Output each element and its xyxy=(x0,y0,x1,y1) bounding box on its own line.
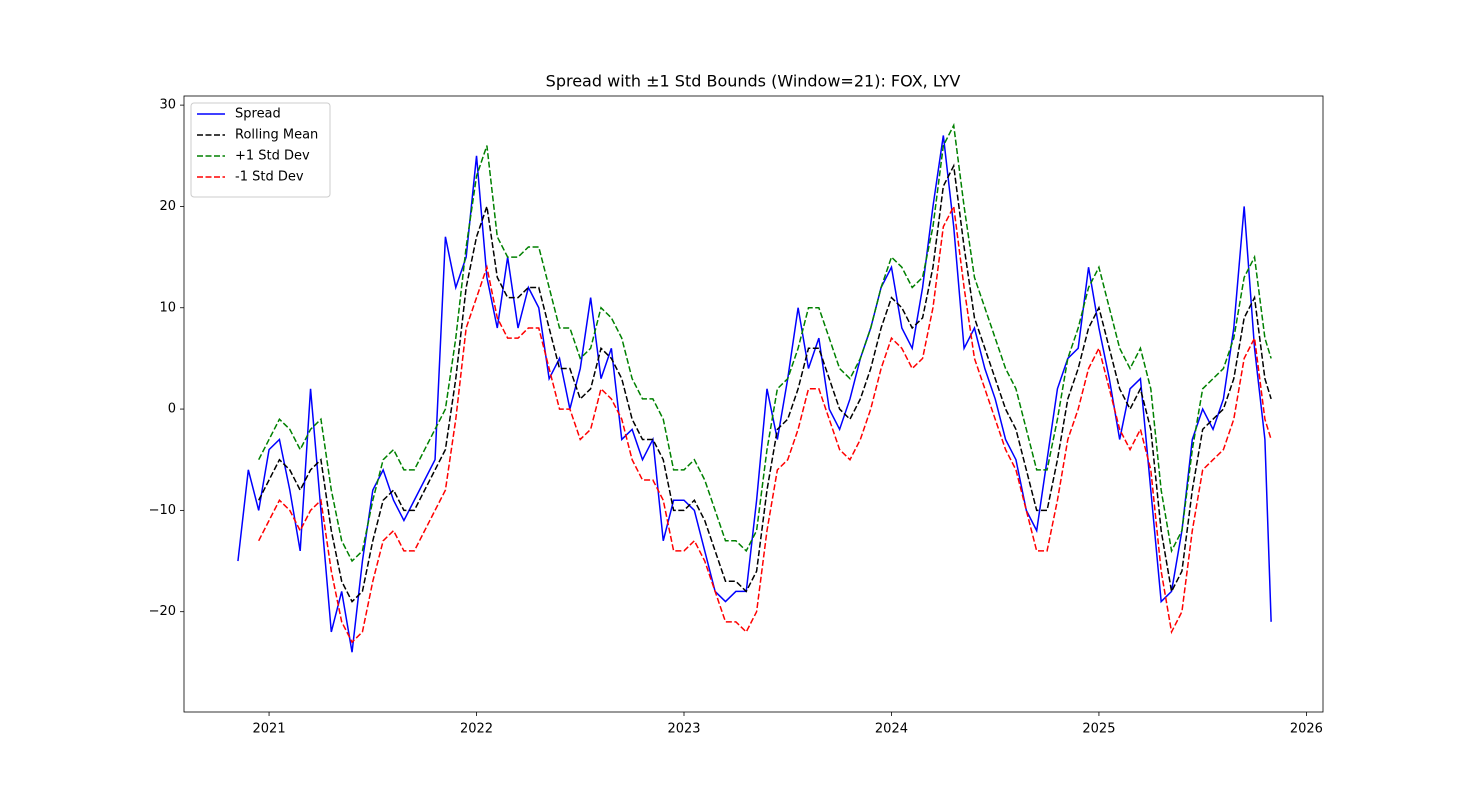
legend-label: -1 Std Dev xyxy=(235,170,304,185)
series-line xyxy=(258,163,1272,603)
x-tick-label: 2026 xyxy=(1290,722,1323,737)
series-line xyxy=(258,122,1272,563)
legend-label: Rolling Mean xyxy=(235,128,318,143)
y-tick-label: 30 xyxy=(159,98,176,113)
legend-box xyxy=(190,102,331,198)
x-tick-label: 2021 xyxy=(253,722,286,737)
y-tick-label: 10 xyxy=(159,300,176,315)
y-tick-label: 0 xyxy=(168,402,176,417)
x-tick-label: 2022 xyxy=(460,722,493,737)
legend-label: Spread xyxy=(235,107,281,122)
chart-title: Spread with ±1 Std Bounds (Window=21): F… xyxy=(546,72,961,91)
x-tick-label: 2024 xyxy=(875,722,908,737)
x-tick-label: 2023 xyxy=(667,722,700,737)
y-tick-label: −20 xyxy=(149,604,176,619)
legend-label: +1 Std Dev xyxy=(235,149,310,164)
series-line xyxy=(258,203,1272,644)
plot-frame xyxy=(183,95,1324,713)
y-tick-label: 20 xyxy=(159,199,176,214)
series-line xyxy=(237,135,1272,653)
x-tick-label: 2025 xyxy=(1082,722,1115,737)
y-tick-label: −10 xyxy=(149,503,176,518)
